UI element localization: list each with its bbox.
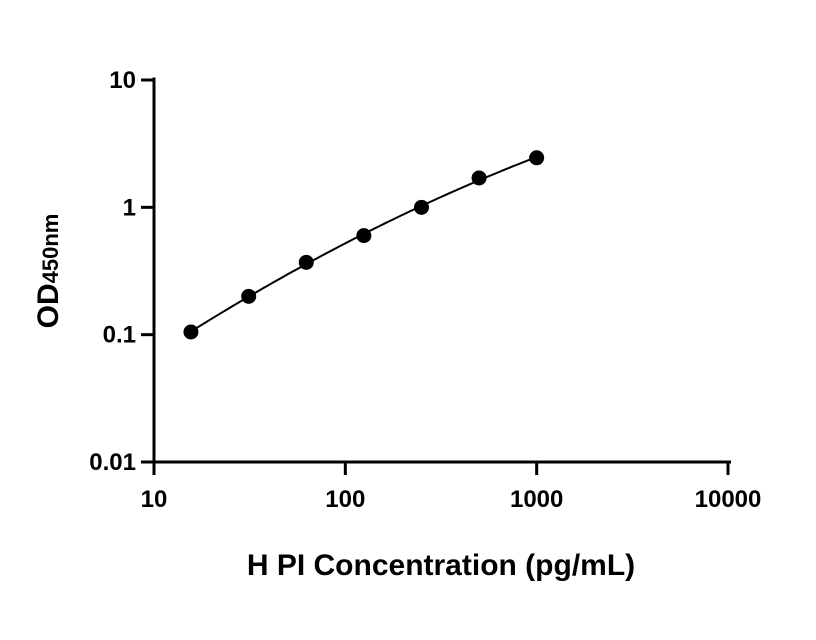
data-point <box>471 170 487 186</box>
data-point <box>356 228 372 244</box>
y-tick-label: 0.1 <box>103 322 136 349</box>
y-tick-label: 10 <box>109 67 136 94</box>
x-axis-title: H PI Concentration (pg/mL) <box>247 549 635 582</box>
y-tick-label: 1 <box>123 194 136 221</box>
fit-curve-layer <box>189 156 538 333</box>
data-point <box>298 254 314 270</box>
axis-labels-layer: H PI Concentration (pg/mL) OD450nm <box>32 214 635 582</box>
y-axis-title: OD450nm <box>32 214 65 329</box>
x-tick-label: 10000 <box>695 486 762 513</box>
y-axis-title-main: OD <box>32 283 65 328</box>
data-point <box>183 324 199 340</box>
y-tick-label: 0.01 <box>89 449 136 476</box>
fit-curve-line <box>189 156 538 333</box>
x-tick-label: 100 <box>325 486 365 513</box>
y-axis-title-subscript: 450nm <box>38 214 63 284</box>
data-points-layer <box>183 150 545 340</box>
x-tick-label: 1000 <box>510 486 563 513</box>
x-tick-label: 10 <box>141 486 168 513</box>
data-point <box>529 150 545 166</box>
axes-layer: 10 100 1000 10000 0.01 0.1 1 10 <box>89 67 761 513</box>
data-point <box>241 288 257 304</box>
data-point <box>413 199 429 215</box>
